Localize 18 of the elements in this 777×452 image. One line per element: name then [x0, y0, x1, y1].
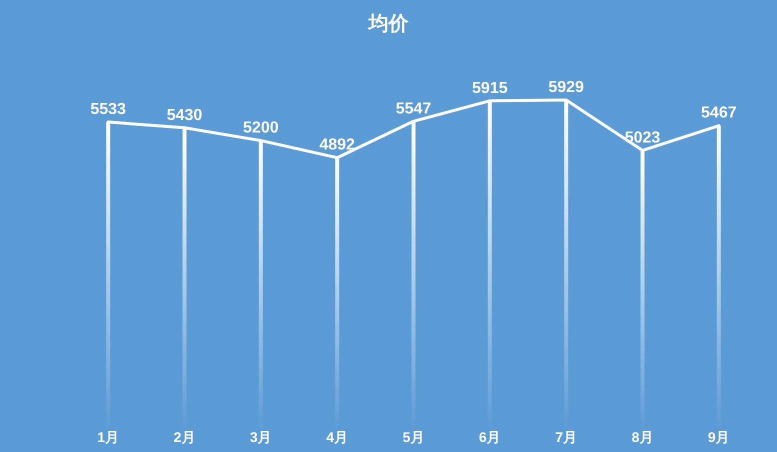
data-label: 5200	[243, 120, 279, 137]
data-label: 5467	[701, 104, 737, 122]
x-tick-label: 9月	[708, 429, 730, 445]
data-label: 5915	[472, 80, 508, 97]
x-tick-label: 6月	[478, 429, 501, 445]
x-tick-label: 3月	[250, 429, 272, 445]
data-label: 5533	[90, 101, 126, 118]
x-tick-label: 8月	[632, 429, 654, 445]
x-tick-label: 2月	[174, 429, 196, 445]
data-label: 5929	[548, 79, 584, 96]
chart-title: 均价	[368, 13, 410, 35]
x-tick-label: 1月	[97, 429, 120, 445]
data-label: 5547	[396, 100, 432, 118]
x-tick-label: 5月	[402, 429, 424, 445]
data-label: 5430	[166, 106, 202, 124]
x-tick-label: 4月	[326, 429, 348, 445]
data-label: 4892	[319, 136, 356, 154]
x-tick-label: 7月	[555, 429, 578, 445]
